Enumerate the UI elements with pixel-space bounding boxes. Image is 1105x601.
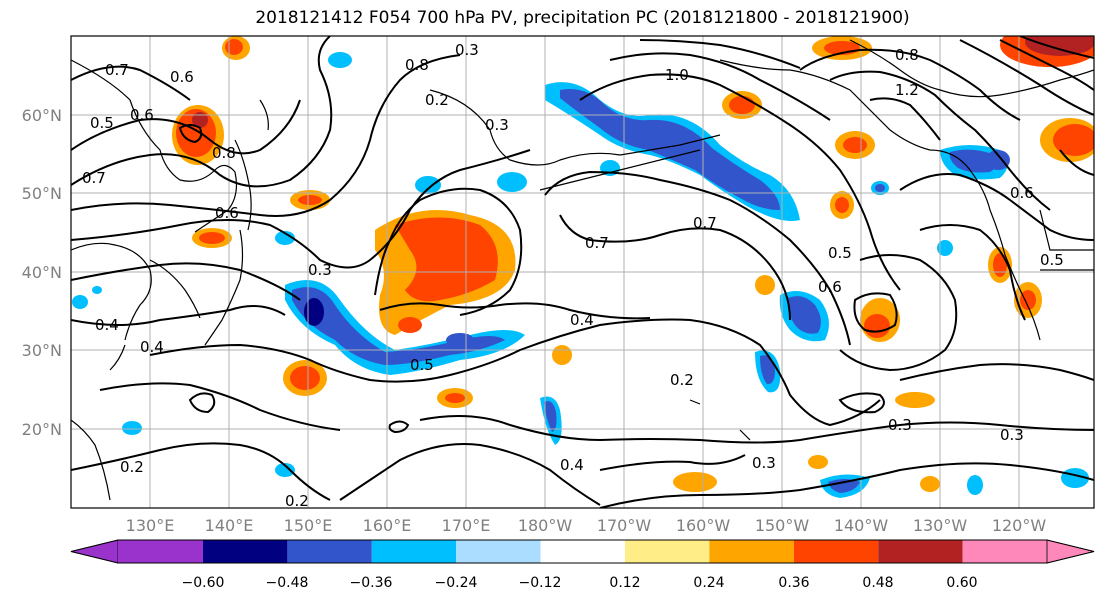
- contour-label: 0.6: [215, 204, 239, 222]
- precip-shading: [72, 36, 1094, 498]
- colorbar-segment: [456, 540, 541, 563]
- contour-label: 0.3: [1000, 426, 1024, 444]
- contour-label: 0.3: [308, 261, 332, 279]
- lon-label: 180°W: [518, 516, 573, 535]
- colorbar-tick-label: −0.24: [435, 575, 478, 591]
- contour-label: 0.2: [425, 91, 449, 109]
- colorbar-segment: [878, 540, 963, 563]
- lat-label: 20°N: [22, 420, 62, 439]
- colorbar-tick-label: −0.12: [519, 575, 562, 591]
- contour-label: 0.7: [105, 61, 129, 79]
- colorbar: [70, 539, 1095, 564]
- contour-label: 0.6: [818, 278, 842, 296]
- lon-label: 120°W: [992, 516, 1047, 535]
- colorbar-segment: [793, 540, 879, 563]
- colorbar-segment: [962, 540, 1047, 563]
- contour-label: 0.2: [670, 371, 694, 389]
- lat-label: 40°N: [22, 263, 62, 282]
- contour-label: 0.3: [752, 454, 776, 472]
- contour-label: 0.2: [120, 458, 144, 476]
- lon-label: 160°E: [363, 516, 412, 535]
- contour-label: 0.6: [170, 68, 194, 86]
- contour-label: 0.8: [212, 144, 236, 162]
- lat-label: 50°N: [22, 184, 62, 203]
- contour-label: 0.4: [560, 456, 584, 474]
- contour-label: 0.7: [82, 169, 106, 187]
- colorbar-tick-label: 0.48: [862, 575, 893, 591]
- colorbar-extend-min: [70, 539, 119, 564]
- contour-label: 0.5: [90, 114, 114, 132]
- lon-label: 140°W: [834, 516, 889, 535]
- graticule: [71, 36, 1094, 508]
- colorbar-tick-label: −0.36: [350, 575, 393, 591]
- lon-label: 130°W: [913, 516, 968, 535]
- contour-label: 0.6: [1010, 184, 1034, 202]
- colorbar-segment: [371, 540, 457, 563]
- lon-label: 150°E: [284, 516, 333, 535]
- contour-label: 1.0: [665, 66, 689, 84]
- contour-label: 0.5: [828, 244, 852, 262]
- colorbar-segment: [203, 540, 288, 563]
- lon-label: 150°W: [755, 516, 810, 535]
- contour-label: 0.2: [285, 492, 309, 510]
- contour-label: 0.3: [455, 41, 479, 59]
- contour-label: 0.8: [895, 46, 919, 64]
- contour-label: 1.2: [895, 81, 919, 99]
- colorbar-segment: [287, 540, 372, 563]
- colorbar-tick-label: 0.12: [609, 575, 640, 591]
- contour-label: 0.5: [1040, 251, 1064, 269]
- lon-label: 170°W: [597, 516, 652, 535]
- colorbar-extend-max: [1046, 539, 1095, 564]
- contour-label: 0.4: [140, 338, 164, 356]
- contour-labels: 0.7 0.6 0.5 0.6 0.7 0.8 0.6 0.3 0.4 0.4 …: [82, 41, 1064, 510]
- lat-label: 60°N: [22, 106, 62, 125]
- latitude-labels: 60°N 50°N 40°N 30°N 20°N: [22, 106, 62, 439]
- contour-label: 0.3: [888, 416, 912, 434]
- contour-label: 0.7: [693, 214, 717, 232]
- colorbar-tick-label: 0.24: [693, 575, 724, 591]
- lon-label: 160°W: [676, 516, 731, 535]
- colorbar-tick-labels: −0.60 −0.48 −0.36 −0.24 −0.12 0.12 0.24 …: [182, 575, 978, 591]
- contour-label: 0.5: [410, 356, 434, 374]
- colorbar-outline: [70, 539, 1095, 564]
- colorbar-tick-label: 0.36: [778, 575, 809, 591]
- contour-label: 0.7: [585, 234, 609, 252]
- contour-label: 0.6: [130, 106, 154, 124]
- lat-label: 30°N: [22, 341, 62, 360]
- colorbar-tick-label: −0.60: [182, 575, 225, 591]
- longitude-labels: 130°E 140°E 150°E 160°E 170°E 180°W 170°…: [126, 516, 1047, 535]
- pv-contours: [71, 36, 1094, 508]
- contour-label: 0.4: [570, 311, 594, 329]
- lon-label: 130°E: [126, 516, 175, 535]
- colorbar-segment: [709, 540, 794, 563]
- lon-label: 170°E: [442, 516, 491, 535]
- colorbar-tick-label: −0.48: [266, 575, 309, 591]
- coastlines: [71, 39, 1094, 501]
- contour-label: 0.8: [405, 56, 429, 74]
- contour-label: 0.3: [485, 116, 509, 134]
- lon-label: 140°E: [205, 516, 254, 535]
- colorbar-tick-label: 0.60: [946, 575, 977, 591]
- colorbar-segment: [625, 540, 710, 563]
- colorbar-segment: [118, 540, 203, 563]
- colorbar-segment: [540, 540, 625, 563]
- map-title: 2018121412 F054 700 hPa PV, precipitatio…: [255, 8, 910, 28]
- contour-label: 0.4: [95, 316, 119, 334]
